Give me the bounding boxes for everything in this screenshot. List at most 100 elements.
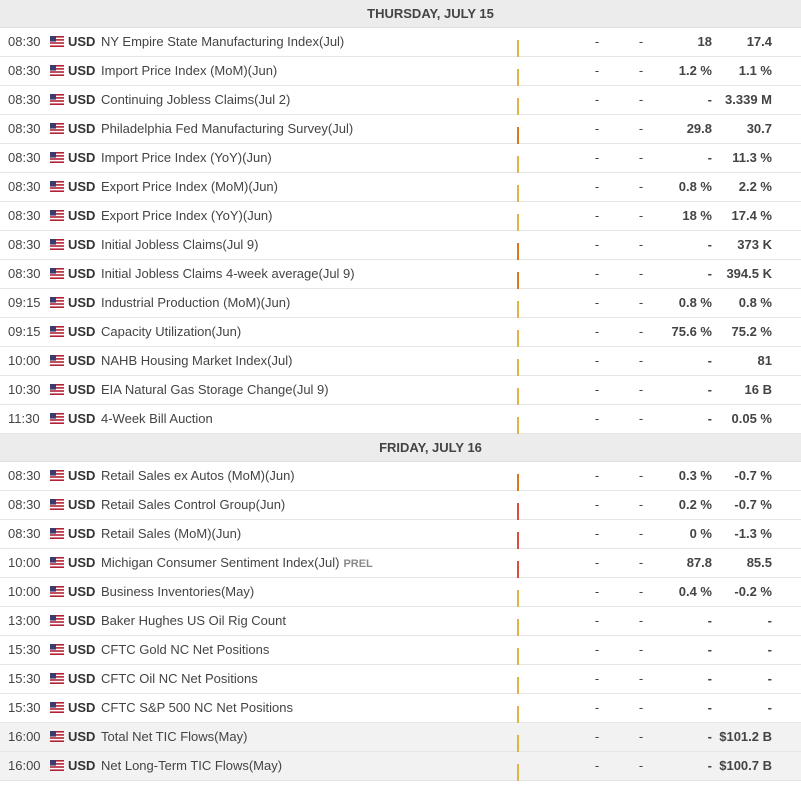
event-previous: 30.7 <box>746 121 772 136</box>
event-name-link[interactable]: CFTC Gold NC Net Positions <box>101 636 511 664</box>
event-time: 08:30 <box>8 150 41 165</box>
event-name: Initial Jobless Claims(Jul 9) <box>101 237 259 252</box>
volatility-bar <box>517 619 519 636</box>
event-currency: USD <box>68 526 96 541</box>
event-name-link[interactable]: CFTC Oil NC Net Positions <box>101 665 511 693</box>
event-row[interactable]: 08:30 USD Continuing Jobless Claims(Jul 2)… <box>0 86 801 115</box>
event-currency: USD <box>68 237 96 252</box>
event-row[interactable]: 08:30 USD Initial Jobless Claims(Jul 9) - - -… <box>0 231 801 260</box>
event-name-link[interactable]: NY Empire State Manufacturing Index(Jul) <box>101 28 511 56</box>
event-name-link[interactable]: Baker Hughes US Oil Rig Count <box>101 607 511 635</box>
event-name-link[interactable]: 4-Week Bill Auction <box>101 405 511 433</box>
event-consensus: - <box>707 729 712 744</box>
volatility-bar <box>517 359 519 376</box>
event-previous: -1.3 % <box>734 526 772 541</box>
event-name: Export Price Index (YoY)(Jun) <box>101 208 273 223</box>
event-row[interactable]: 08:30 USD Import Price Index (MoM)(Jun) - - 1… <box>0 57 801 86</box>
event-row[interactable]: 08:30 USD Export Price Index (MoM)(Jun) - - 0… <box>0 173 801 202</box>
event-deviation: - <box>638 179 644 194</box>
event-name-link[interactable]: Retail Sales Control Group(Jun) <box>101 491 511 519</box>
event-consensus: 29.8 <box>686 121 712 136</box>
event-row[interactable]: 08:30 USD Initial Jobless Claims 4-week av… <box>0 260 801 289</box>
event-name-link[interactable]: Net Long-Term TIC Flows(May) <box>101 752 511 780</box>
event-name-link[interactable]: CFTC S&P 500 NC Net Positions <box>101 694 511 722</box>
event-consensus: 0.8 % <box>678 295 712 310</box>
event-time: 08:30 <box>8 237 41 252</box>
event-currency: USD <box>68 121 96 136</box>
event-name-link[interactable]: Total Net TIC Flows(May) <box>101 723 511 751</box>
event-currency: USD <box>68 34 96 49</box>
event-row[interactable]: 10:30 USD EIA Natural Gas Storage Change(J… <box>0 376 801 405</box>
event-name-link[interactable]: Initial Jobless Claims 4-week average(Ju… <box>101 260 511 288</box>
event-previous: 75.2 % <box>731 324 772 339</box>
event-row[interactable]: 10:00 USD NAHB Housing Market Index(Jul) - -… <box>0 347 801 376</box>
event-currency: USD <box>68 613 96 628</box>
event-row[interactable]: 11:30 USD 4-Week Bill Auction - - - 0.05 % <box>0 405 801 434</box>
event-actual: - <box>594 179 600 194</box>
event-row[interactable]: 09:15 USD Capacity Utilization(Jun) - - 75.6 … <box>0 318 801 347</box>
event-name-link[interactable]: Retail Sales (MoM)(Jun) <box>101 520 511 548</box>
event-name: CFTC Oil NC Net Positions <box>101 671 258 686</box>
event-name-link[interactable]: Import Price Index (YoY)(Jun) <box>101 144 511 172</box>
event-row[interactable]: 08:30 USD Retail Sales Control Group(Jun) -… <box>0 491 801 520</box>
event-actual: - <box>594 121 600 136</box>
event-time: 09:15 <box>8 324 41 339</box>
event-row[interactable]: 08:30 USD Retail Sales (MoM)(Jun) - - 0 % -1.3… <box>0 520 801 549</box>
event-row[interactable]: 08:30 USD Import Price Index (YoY)(Jun) - - -… <box>0 144 801 173</box>
event-name: 4-Week Bill Auction <box>101 411 213 426</box>
event-row[interactable]: 16:00 USD Total Net TIC Flows(May) - - - $101.… <box>0 723 801 752</box>
event-name-link[interactable]: Industrial Production (MoM)(Jun) <box>101 289 511 317</box>
volatility-bar <box>517 590 519 607</box>
event-name-link[interactable]: Michigan Consumer Sentiment Index(Jul) PR… <box>101 549 511 577</box>
event-row[interactable]: 10:00 USD Michigan Consumer Sentiment Inde… <box>0 549 801 578</box>
event-row[interactable]: 16:00 USD Net Long-Term TIC Flows(May) - - - $… <box>0 752 801 781</box>
event-name-link[interactable]: Continuing Jobless Claims(Jul 2) <box>101 86 511 114</box>
event-row[interactable]: 15:30 USD CFTC Oil NC Net Positions - - - - <box>0 665 801 694</box>
event-deviation: - <box>638 208 644 223</box>
event-actual: - <box>594 353 600 368</box>
us-flag-icon <box>50 644 64 655</box>
event-name: Total Net TIC Flows(May) <box>101 729 248 744</box>
event-row[interactable]: 08:30 USD Retail Sales ex Autos (MoM)(Jun)… <box>0 462 801 491</box>
event-name-link[interactable]: Business Inventories(May) <box>101 578 511 606</box>
event-row[interactable]: 15:30 USD CFTC S&P 500 NC Net Positions - - -… <box>0 694 801 723</box>
event-row[interactable]: 08:30 USD NY Empire State Manufacturing In… <box>0 28 801 57</box>
event-actual: - <box>594 266 600 281</box>
event-actual: - <box>594 295 600 310</box>
event-row[interactable]: 15:30 USD CFTC Gold NC Net Positions - - - - <box>0 636 801 665</box>
event-row[interactable]: 13:00 USD Baker Hughes US Oil Rig Count - - -… <box>0 607 801 636</box>
event-previous: 85.5 <box>746 555 772 570</box>
event-actual: - <box>594 700 600 715</box>
event-row[interactable]: 08:30 USD Export Price Index (YoY)(Jun) - - 1… <box>0 202 801 231</box>
event-name: Retail Sales Control Group(Jun) <box>101 497 286 512</box>
event-name-link[interactable]: NAHB Housing Market Index(Jul) <box>101 347 511 375</box>
event-consensus: - <box>707 237 712 252</box>
event-deviation: - <box>638 729 644 744</box>
volatility-indicator <box>517 412 557 434</box>
event-name-link[interactable]: Initial Jobless Claims(Jul 9) <box>101 231 511 259</box>
event-row[interactable]: 09:15 USD Industrial Production (MoM)(Jun)… <box>0 289 801 318</box>
event-name-link[interactable]: Export Price Index (YoY)(Jun) <box>101 202 511 230</box>
event-row[interactable]: 10:00 USD Business Inventories(May) - - 0.4 %… <box>0 578 801 607</box>
volatility-bar <box>517 127 519 144</box>
event-name-link[interactable]: Import Price Index (MoM)(Jun) <box>101 57 511 85</box>
event-name-link[interactable]: Philadelphia Fed Manufacturing Survey(Ju… <box>101 115 511 143</box>
event-name-link[interactable]: Capacity Utilization(Jun) <box>101 318 511 346</box>
event-name-link[interactable]: Retail Sales ex Autos (MoM)(Jun) <box>101 462 511 490</box>
event-currency: USD <box>68 266 96 281</box>
event-name: Business Inventories(May) <box>101 584 255 599</box>
event-actual: - <box>594 497 600 512</box>
us-flag-icon <box>50 702 64 713</box>
event-time: 10:30 <box>8 382 41 397</box>
volatility-bar <box>517 532 519 549</box>
event-name: Import Price Index (YoY)(Jun) <box>101 150 272 165</box>
event-name-link[interactable]: Export Price Index (MoM)(Jun) <box>101 173 511 201</box>
volatility-indicator <box>517 93 557 115</box>
event-row[interactable]: 08:30 USD Philadelphia Fed Manufacturing S… <box>0 115 801 144</box>
event-name-link[interactable]: EIA Natural Gas Storage Change(Jul 9) <box>101 376 511 404</box>
event-name: Initial Jobless Claims 4-week average(Ju… <box>101 266 355 281</box>
volatility-indicator <box>517 267 557 289</box>
volatility-indicator <box>517 238 557 260</box>
us-flag-icon <box>50 297 64 308</box>
